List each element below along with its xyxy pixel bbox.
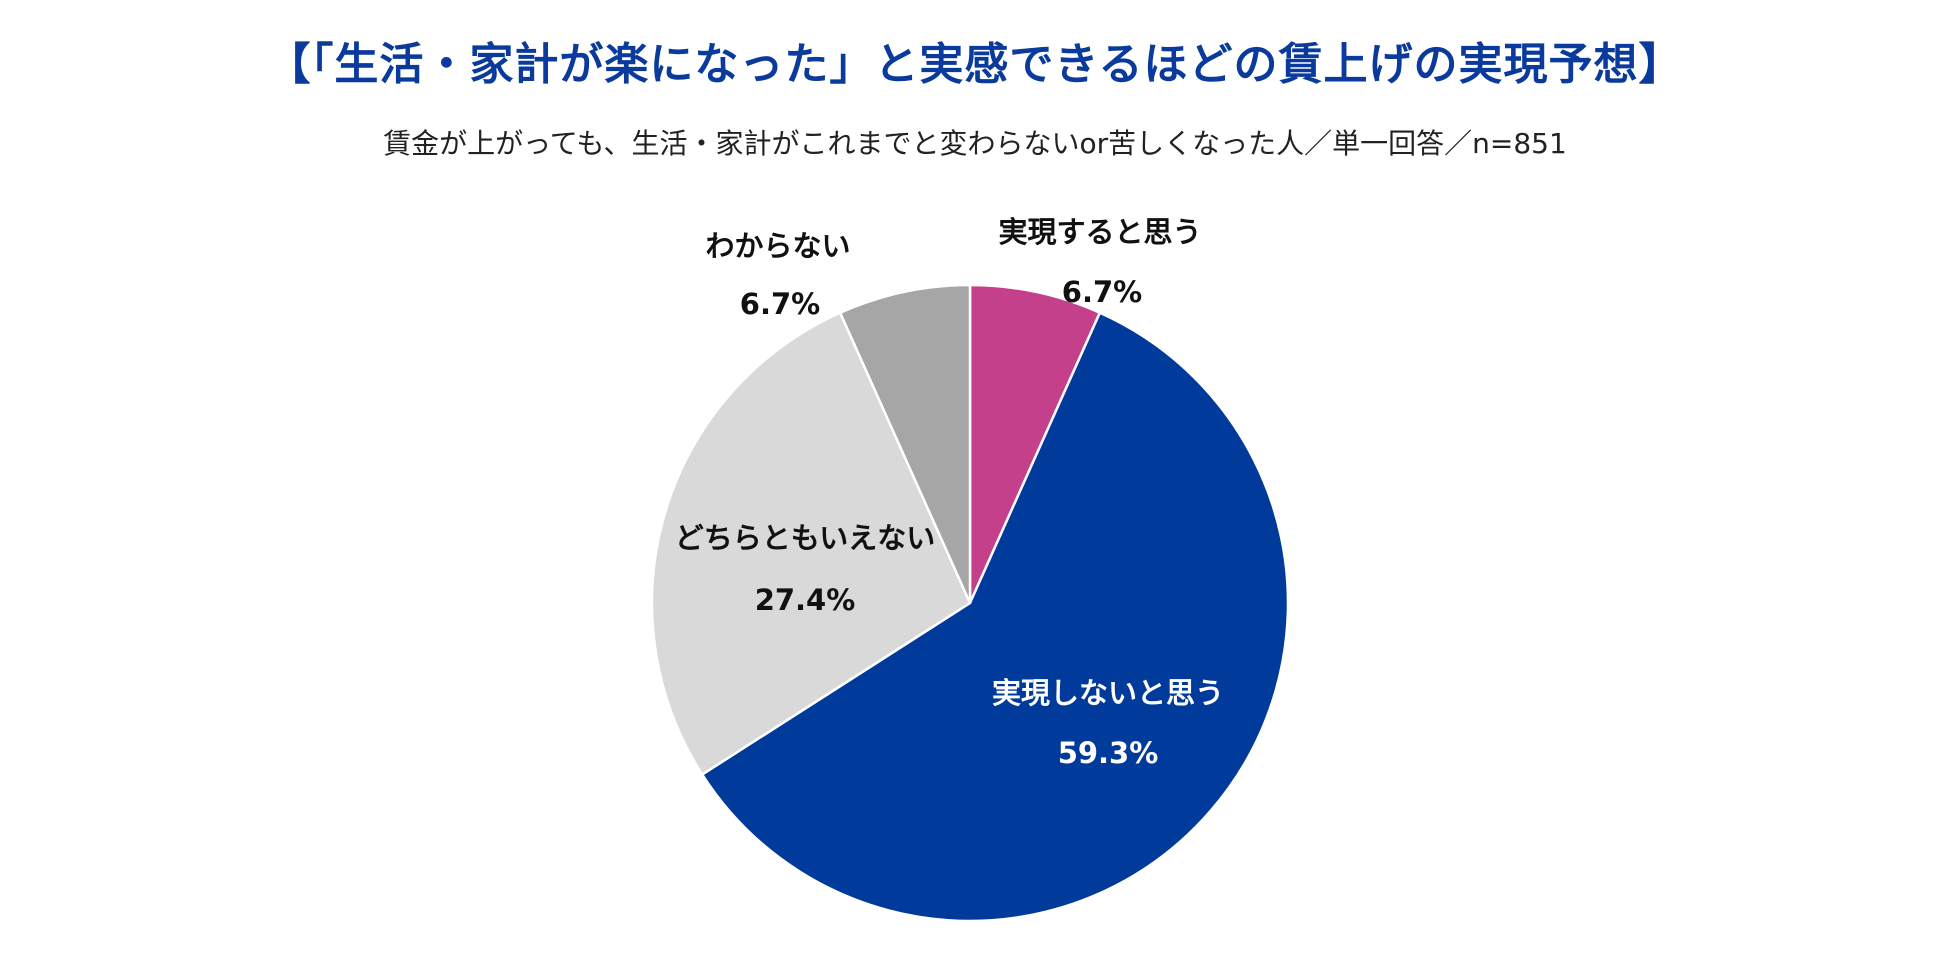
slice-value-label-2: 59.3% [1058,736,1159,770]
chart-title: 【「生活・家計が楽になった」と実感できるほどの賃上げの実現予想】 [266,39,1684,90]
slice-value-label-1: 6.7% [1062,275,1142,309]
slice-name-label-3: どちらともいえない [675,521,935,555]
chart-subtitle: 賃金が上がっても、生活・家計がこれまでと変わらないor苦しくなった人／単一回答／… [383,127,1567,160]
pie-slices [650,283,1290,923]
slice-name-label-1: 実現すると思う [998,215,1201,249]
pie-slice-4 [838,283,972,605]
slice-name-label-2: 実現しないと思う [992,676,1224,710]
slice-value-label-4: 6.7% [740,287,820,321]
slice-name-label-4: わからない [705,229,850,263]
slice-value-label-3: 27.4% [755,583,856,617]
pie-slice-1 [968,283,1102,605]
pie-labels: 実現すると思う 6.7% 実現しないと思う 59.3% どちらともいえない 27.4% わか… [675,215,1224,770]
pie-slice-2 [700,311,1290,923]
